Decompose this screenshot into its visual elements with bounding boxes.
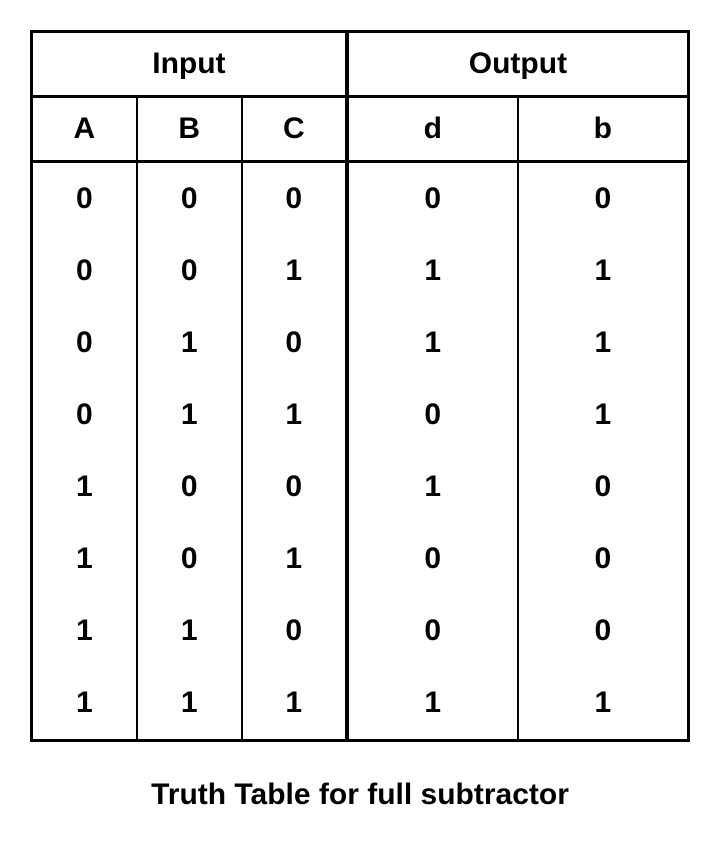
cell-bb: 0 bbox=[518, 451, 689, 523]
cell-bb: 1 bbox=[518, 235, 689, 307]
cell-a: 0 bbox=[32, 379, 137, 451]
cell-c: 1 bbox=[242, 235, 347, 307]
table-row: 0 0 0 0 0 bbox=[32, 162, 689, 236]
cell-b: 1 bbox=[137, 667, 242, 741]
cell-b: 0 bbox=[137, 162, 242, 236]
cell-c: 1 bbox=[242, 667, 347, 741]
cell-b: 1 bbox=[137, 379, 242, 451]
cell-a: 1 bbox=[32, 595, 137, 667]
cell-d: 0 bbox=[347, 523, 518, 595]
group-header-input: Input bbox=[32, 32, 347, 97]
cell-d: 1 bbox=[347, 667, 518, 741]
column-header-row: A B C d b bbox=[32, 97, 689, 162]
table-row: 1 0 0 1 0 bbox=[32, 451, 689, 523]
table-row: 1 0 1 0 0 bbox=[32, 523, 689, 595]
group-header-output: Output bbox=[347, 32, 689, 97]
table-body: 0 0 0 0 0 0 0 1 1 1 0 1 0 1 1 0 bbox=[32, 162, 689, 741]
cell-a: 0 bbox=[32, 235, 137, 307]
cell-d: 0 bbox=[347, 595, 518, 667]
cell-d: 1 bbox=[347, 235, 518, 307]
truth-table-container: Input Output A B C d b 0 0 0 0 0 0 0 bbox=[30, 30, 690, 742]
cell-bb: 0 bbox=[518, 523, 689, 595]
table-row: 1 1 1 1 1 bbox=[32, 667, 689, 741]
cell-c: 0 bbox=[242, 162, 347, 236]
table-row: 0 1 1 0 1 bbox=[32, 379, 689, 451]
cell-d: 0 bbox=[347, 162, 518, 236]
table-caption: Truth Table for full subtractor bbox=[151, 778, 569, 812]
cell-b: 0 bbox=[137, 523, 242, 595]
col-header-a: A bbox=[32, 97, 137, 162]
cell-a: 1 bbox=[32, 667, 137, 741]
cell-d: 0 bbox=[347, 379, 518, 451]
col-header-bb: b bbox=[518, 97, 689, 162]
cell-bb: 0 bbox=[518, 162, 689, 236]
cell-a: 1 bbox=[32, 523, 137, 595]
cell-c: 0 bbox=[242, 307, 347, 379]
col-header-c: C bbox=[242, 97, 347, 162]
cell-a: 1 bbox=[32, 451, 137, 523]
cell-bb: 1 bbox=[518, 667, 689, 741]
group-header-row: Input Output bbox=[32, 32, 689, 97]
cell-bb: 1 bbox=[518, 379, 689, 451]
col-header-b: B bbox=[137, 97, 242, 162]
cell-b: 1 bbox=[137, 307, 242, 379]
truth-table: Input Output A B C d b 0 0 0 0 0 0 0 bbox=[30, 30, 690, 742]
col-header-d: d bbox=[347, 97, 518, 162]
cell-c: 0 bbox=[242, 451, 347, 523]
cell-c: 1 bbox=[242, 379, 347, 451]
cell-c: 0 bbox=[242, 595, 347, 667]
table-row: 1 1 0 0 0 bbox=[32, 595, 689, 667]
cell-a: 0 bbox=[32, 307, 137, 379]
cell-c: 1 bbox=[242, 523, 347, 595]
cell-bb: 0 bbox=[518, 595, 689, 667]
cell-d: 1 bbox=[347, 307, 518, 379]
cell-bb: 1 bbox=[518, 307, 689, 379]
cell-b: 0 bbox=[137, 451, 242, 523]
cell-a: 0 bbox=[32, 162, 137, 236]
cell-b: 0 bbox=[137, 235, 242, 307]
table-row: 0 0 1 1 1 bbox=[32, 235, 689, 307]
cell-b: 1 bbox=[137, 595, 242, 667]
cell-d: 1 bbox=[347, 451, 518, 523]
table-row: 0 1 0 1 1 bbox=[32, 307, 689, 379]
